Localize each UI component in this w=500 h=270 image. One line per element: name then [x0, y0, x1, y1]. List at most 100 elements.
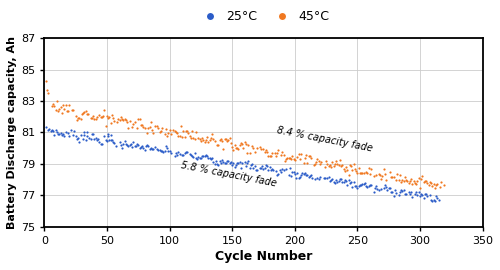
45°C — [362, 170, 370, 174]
25°C — [226, 161, 234, 165]
45°C — [62, 103, 70, 107]
45°C — [338, 163, 346, 167]
25°C — [427, 198, 435, 202]
25°C — [252, 168, 260, 172]
25°C — [240, 160, 248, 164]
45°C — [366, 172, 374, 177]
45°C — [180, 129, 188, 133]
45°C — [106, 121, 114, 126]
45°C — [246, 151, 254, 156]
45°C — [321, 165, 329, 169]
25°C — [337, 177, 345, 181]
25°C — [180, 153, 188, 157]
45°C — [137, 123, 145, 127]
45°C — [332, 159, 340, 163]
25°C — [60, 134, 68, 139]
25°C — [314, 176, 322, 181]
45°C — [408, 182, 416, 186]
45°C — [268, 151, 276, 156]
25°C — [392, 191, 400, 195]
45°C — [396, 173, 404, 177]
25°C — [364, 184, 372, 188]
45°C — [264, 154, 272, 158]
25°C — [198, 154, 206, 158]
25°C — [334, 180, 342, 184]
45°C — [381, 172, 389, 176]
45°C — [160, 132, 168, 136]
45°C — [374, 171, 382, 176]
25°C — [48, 128, 56, 132]
45°C — [220, 137, 228, 141]
25°C — [230, 161, 237, 165]
25°C — [174, 150, 182, 154]
45°C — [284, 156, 292, 160]
45°C — [140, 126, 148, 130]
45°C — [422, 179, 430, 183]
25°C — [44, 127, 52, 132]
25°C — [153, 147, 161, 151]
25°C — [428, 199, 436, 204]
25°C — [384, 188, 392, 192]
45°C — [344, 168, 351, 172]
45°C — [58, 111, 66, 115]
25°C — [274, 172, 282, 176]
25°C — [94, 137, 102, 141]
45°C — [48, 104, 56, 109]
25°C — [398, 189, 406, 194]
45°C — [79, 111, 87, 116]
25°C — [110, 141, 118, 145]
25°C — [381, 183, 389, 187]
25°C — [258, 164, 266, 168]
25°C — [250, 166, 258, 170]
45°C — [114, 117, 122, 121]
25°C — [273, 173, 281, 177]
45°C — [120, 118, 128, 123]
45°C — [401, 174, 409, 179]
25°C — [272, 169, 280, 173]
25°C — [233, 161, 241, 166]
45°C — [102, 123, 110, 128]
25°C — [420, 195, 428, 200]
45°C — [411, 180, 419, 185]
45°C — [286, 156, 294, 160]
25°C — [354, 186, 362, 190]
45°C — [350, 162, 358, 166]
45°C — [118, 116, 126, 121]
25°C — [320, 176, 328, 180]
45°C — [104, 116, 112, 120]
25°C — [366, 183, 374, 187]
45°C — [108, 112, 116, 117]
25°C — [238, 161, 246, 165]
45°C — [64, 109, 72, 113]
25°C — [354, 183, 362, 188]
25°C — [292, 176, 300, 180]
25°C — [278, 167, 286, 171]
45°C — [376, 172, 384, 177]
45°C — [196, 137, 203, 141]
45°C — [248, 144, 256, 148]
25°C — [197, 156, 205, 160]
45°C — [317, 160, 325, 165]
25°C — [338, 180, 346, 184]
25°C — [371, 186, 379, 190]
45°C — [203, 134, 211, 139]
25°C — [336, 177, 344, 181]
25°C — [344, 178, 352, 182]
25°C — [257, 166, 265, 170]
25°C — [188, 154, 196, 158]
45°C — [314, 159, 322, 164]
25°C — [108, 138, 116, 143]
45°C — [328, 160, 336, 164]
25°C — [288, 170, 296, 174]
45°C — [156, 130, 164, 134]
45°C — [68, 108, 76, 112]
45°C — [418, 174, 426, 178]
45°C — [240, 140, 248, 144]
45°C — [397, 180, 405, 184]
25°C — [361, 180, 369, 185]
25°C — [418, 193, 426, 197]
45°C — [130, 122, 138, 126]
45°C — [223, 139, 231, 143]
45°C — [130, 120, 138, 124]
45°C — [116, 117, 124, 122]
